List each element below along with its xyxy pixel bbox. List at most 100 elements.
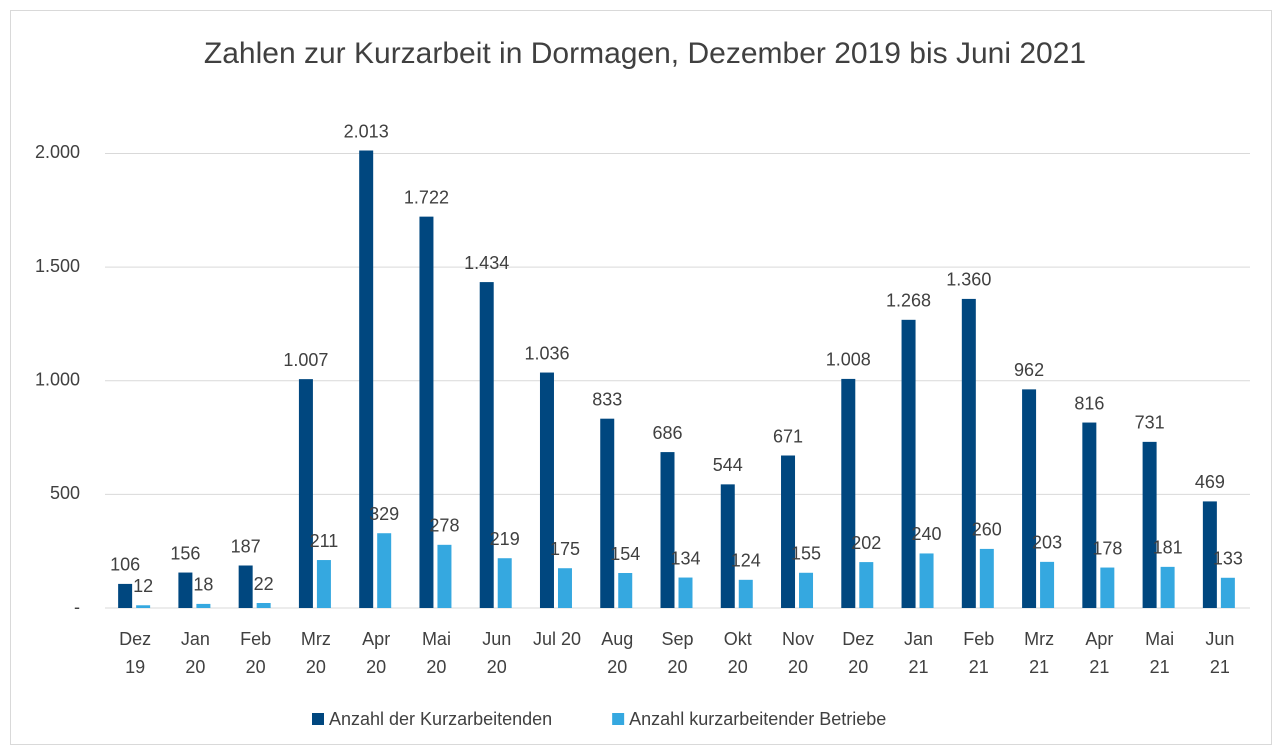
bar xyxy=(497,558,512,608)
y-tick-label: 2.000 xyxy=(35,142,80,162)
bar xyxy=(901,319,916,608)
bar xyxy=(118,583,133,608)
y-tick-label: - xyxy=(74,597,80,617)
value-label: 469 xyxy=(1195,472,1225,492)
value-label: 154 xyxy=(610,544,640,564)
chart-frame xyxy=(10,10,1272,745)
bar xyxy=(256,603,271,608)
value-label: 106 xyxy=(110,555,140,575)
bar xyxy=(359,150,374,608)
x-tick-label: Mai 21 xyxy=(1145,629,1174,677)
bar xyxy=(196,603,211,608)
value-label: 133 xyxy=(1213,549,1243,569)
bar xyxy=(298,379,313,608)
legend: Anzahl der Kurzarbeitenden Anzahl kurzarb… xyxy=(312,709,886,729)
x-tick-label: Jan 20 xyxy=(181,629,210,677)
value-label: 155 xyxy=(791,544,821,564)
bar xyxy=(419,216,434,609)
bar xyxy=(479,282,494,608)
value-label: 211 xyxy=(310,531,339,551)
value-label: 962 xyxy=(1014,360,1044,380)
x-tick-label: Mai 20 xyxy=(422,629,451,677)
x-tick-label: Jan 21 xyxy=(904,629,933,677)
bar xyxy=(618,573,633,608)
value-label: 2.013 xyxy=(344,121,389,141)
bar xyxy=(720,484,735,608)
value-label: 1.008 xyxy=(826,350,871,370)
bar xyxy=(178,572,193,608)
value-label: 731 xyxy=(1135,413,1165,433)
x-tick-label: Feb 20 xyxy=(240,629,271,677)
legend-swatch xyxy=(312,713,324,725)
value-label: 178 xyxy=(1092,538,1122,558)
bar xyxy=(961,298,976,608)
value-label: 544 xyxy=(713,455,743,475)
value-label: 124 xyxy=(731,551,761,571)
value-label: 12 xyxy=(133,576,153,596)
x-tick-label: Okt 20 xyxy=(724,629,752,677)
bar xyxy=(557,568,572,608)
y-tick-label: 500 xyxy=(50,483,80,503)
bar xyxy=(738,579,753,608)
value-label: 1.722 xyxy=(404,187,449,207)
value-label: 278 xyxy=(429,516,459,536)
bar xyxy=(437,544,452,608)
bar xyxy=(1040,561,1055,608)
bar xyxy=(979,548,994,608)
bar xyxy=(1142,441,1157,608)
value-label: 1.434 xyxy=(464,253,509,273)
bar xyxy=(136,605,151,608)
value-label: 240 xyxy=(912,524,942,544)
value-label: 181 xyxy=(1153,538,1183,558)
value-label: 671 xyxy=(773,426,803,446)
legend-label: Anzahl kurzarbeitender Betriebe xyxy=(629,709,886,729)
value-label: 203 xyxy=(1032,533,1062,553)
legend-swatch xyxy=(612,713,625,725)
value-label: 18 xyxy=(193,575,213,595)
y-tick-label: 1.500 xyxy=(35,256,80,276)
bar xyxy=(859,562,874,608)
value-label: 1.007 xyxy=(283,350,328,370)
value-label: 1.036 xyxy=(524,343,569,363)
x-tick-label: Apr 20 xyxy=(362,629,390,677)
value-label: 1.360 xyxy=(946,270,991,290)
x-tick-label: Mrz 21 xyxy=(1024,629,1054,677)
bar xyxy=(238,565,253,608)
value-label: 686 xyxy=(652,423,682,443)
value-label: 329 xyxy=(369,504,399,524)
value-label: 1.268 xyxy=(886,291,931,311)
x-tick-label: Feb 21 xyxy=(963,629,994,677)
x-tick-label: Nov 20 xyxy=(782,629,814,677)
bar xyxy=(316,560,331,608)
value-label: 187 xyxy=(231,536,261,556)
bar xyxy=(377,533,392,608)
x-tick-label: Aug 20 xyxy=(601,629,633,677)
x-tick-label: Jun 20 xyxy=(482,629,511,677)
value-label: 202 xyxy=(851,533,881,553)
value-label: 134 xyxy=(670,548,700,568)
bar xyxy=(1100,567,1115,608)
value-label: 833 xyxy=(592,389,622,409)
x-tick-label: Dez 20 xyxy=(842,629,874,677)
value-label: 219 xyxy=(490,529,520,549)
x-tick-label: Sep 20 xyxy=(661,629,693,677)
bar xyxy=(678,577,693,608)
bar xyxy=(1220,577,1235,608)
x-tick-label: Apr 21 xyxy=(1085,629,1113,677)
value-label: 22 xyxy=(254,574,274,594)
chart-title: Zahlen zur Kurzarbeit in Dormagen, Dezem… xyxy=(204,37,1086,70)
bar xyxy=(1082,422,1097,608)
bar xyxy=(1022,389,1037,608)
x-tick-label: Jun 21 xyxy=(1205,629,1234,677)
bar xyxy=(600,418,615,608)
bar xyxy=(919,553,934,608)
y-tick-label: 1.000 xyxy=(35,369,80,389)
value-label: 156 xyxy=(170,543,200,563)
x-tick-label: Mrz 20 xyxy=(301,629,331,677)
bar xyxy=(660,452,675,608)
value-label: 175 xyxy=(550,539,580,559)
bar xyxy=(781,455,796,608)
x-tick-label: Dez 19 xyxy=(119,629,151,677)
bar xyxy=(1160,566,1175,608)
